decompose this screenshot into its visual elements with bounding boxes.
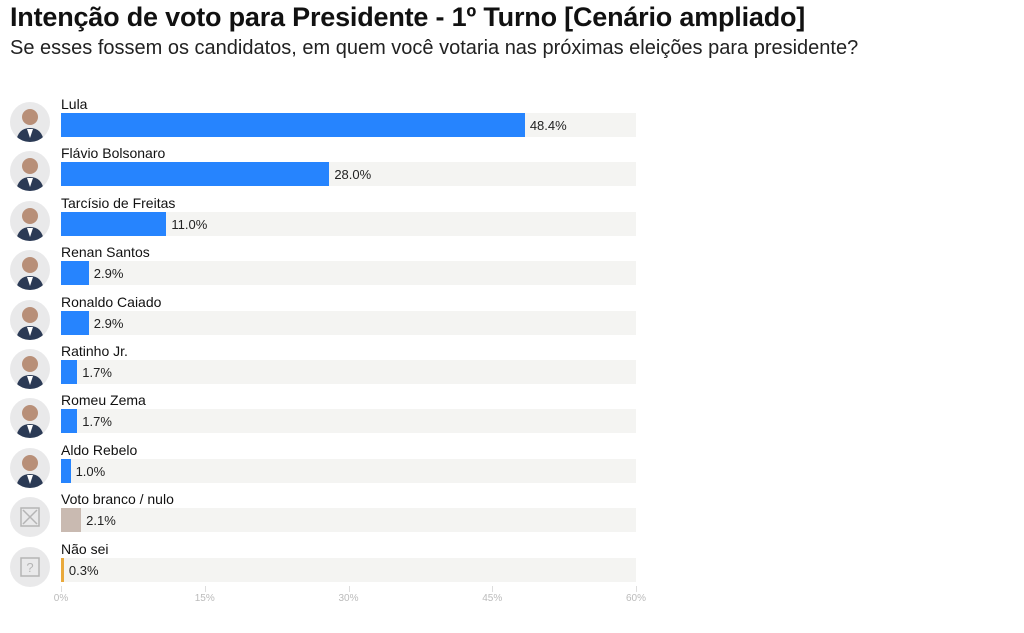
data-label: 11.0%: [171, 216, 208, 232]
bar-row: Voto branco / nulo 2.1%: [0, 491, 660, 540]
tick-mark: [348, 586, 350, 592]
bar: [61, 310, 89, 335]
bar: [61, 409, 78, 434]
candidate-avatar: [10, 398, 50, 439]
tick-label: 45%: [482, 593, 503, 604]
bar: [61, 360, 78, 384]
category-label: Ronaldo Caiado: [61, 293, 162, 310]
bar: [61, 162, 330, 187]
bar-track: 2.1%: [61, 508, 636, 533]
candidate-avatar: [10, 151, 50, 192]
candidate-avatar: [10, 250, 50, 291]
category-label: Flávio Bolsonaro: [61, 145, 166, 162]
bar: [61, 557, 64, 582]
data-label: 48.4%: [529, 118, 567, 133]
bar: [61, 261, 89, 286]
candidate-avatar: [10, 349, 50, 389]
bar: [61, 508, 82, 533]
candidate-avatar: [10, 200, 50, 241]
tick-mark: [492, 586, 494, 592]
bar-row: ? Não sei 0.3%: [0, 541, 660, 590]
bar-track: 28.0%: [61, 162, 636, 187]
candidate-avatar: [10, 299, 50, 340]
candidate-avatar: [10, 102, 50, 142]
category-label: Romeu Zema: [61, 392, 146, 409]
tick-mark: [61, 586, 62, 592]
data-label: 1.7%: [82, 365, 112, 380]
tick-label: 0%: [53, 593, 69, 604]
tick-label: 60%: [625, 593, 647, 604]
bar-row: Lula 48.4%: [0, 96, 660, 145]
bar-row: Flávio Bolsonaro 28.0%: [0, 145, 660, 194]
data-label: 2.9%: [93, 266, 124, 282]
bar: [61, 211, 167, 236]
question-box-icon: ?: [10, 546, 50, 587]
svg-text:?: ?: [26, 560, 33, 575]
data-label: 0.3%: [68, 562, 99, 578]
bar: [61, 458, 71, 483]
bar-track: 48.4%: [61, 113, 636, 137]
data-label: 2.1%: [86, 513, 116, 529]
candidate-avatar: [10, 447, 50, 488]
bar-track: 2.9%: [61, 310, 636, 335]
bar-track: 0.3%: [61, 557, 636, 582]
tick-mark: [204, 586, 206, 592]
bar-row: Ronaldo Caiado 2.9%: [0, 294, 660, 343]
category-label: Renan Santos: [61, 244, 150, 261]
data-label: 28.0%: [334, 167, 372, 183]
tick-label: 30%: [338, 593, 359, 604]
bar-track: 1.0%: [61, 458, 636, 483]
category-label: Ratinho Jr.: [61, 343, 128, 359]
data-label: 1.7%: [82, 414, 112, 430]
category-label: Lula: [61, 96, 88, 112]
data-label: 1.0%: [75, 463, 106, 479]
category-label: Voto branco / nulo: [61, 491, 174, 508]
bar-row: Aldo Rebelo 1.0%: [0, 442, 660, 491]
bar-track: 2.9%: [61, 261, 636, 286]
bar-track: 11.0%: [61, 211, 636, 236]
bar-row: Ratinho Jr. 1.7%: [0, 343, 660, 392]
tick-mark: [636, 586, 637, 592]
category-label: Não sei: [61, 540, 109, 557]
chart-title: Intenção de voto para Presidente - 1º Tu…: [10, 2, 806, 32]
bar-track: 1.7%: [61, 409, 636, 434]
category-label: Aldo Rebelo: [61, 441, 138, 458]
bar-row: Romeu Zema 1.7%: [0, 392, 660, 441]
bar-track: 1.7%: [61, 360, 636, 384]
chart-subtitle: Se esses fossem os candidatos, em quem v…: [10, 37, 859, 59]
data-label: 2.9%: [93, 315, 124, 331]
tick-label: 15%: [194, 593, 215, 604]
bar: [61, 113, 525, 137]
bar-row: Tarcísio de Freitas 11.0%: [0, 195, 660, 244]
category-label: Tarcísio de Freitas: [61, 194, 176, 211]
bar-row: Renan Santos 2.9%: [0, 244, 660, 293]
x-box-icon: [10, 497, 50, 538]
